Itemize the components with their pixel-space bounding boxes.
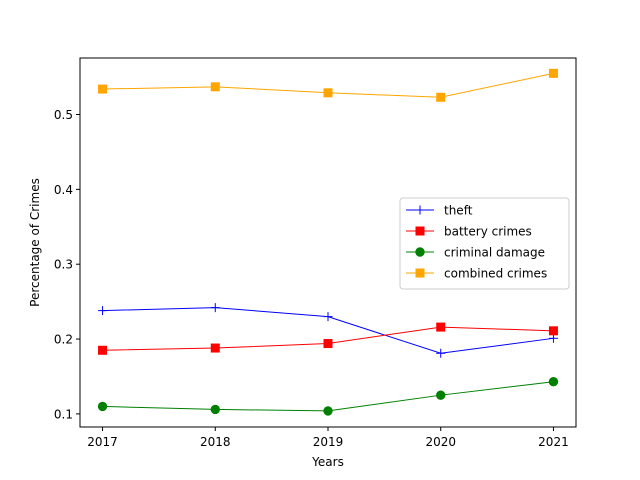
data-point-theft-2018 — [210, 303, 220, 313]
data-point-criminal-damage-2020 — [436, 390, 446, 400]
data-point-criminal-damage-2017 — [97, 401, 108, 412]
data-point-battery-crimes-2018 — [210, 343, 220, 353]
legend-label-criminal-damage: criminal damage — [444, 246, 545, 260]
data-point-combined-crimes-2019 — [323, 88, 333, 98]
x-tick-label: 2018 — [200, 435, 231, 449]
series-layer — [97, 68, 559, 416]
y-tick-label: 0.1 — [54, 407, 73, 421]
data-point-combined-crimes-2021 — [548, 68, 558, 78]
y-axis-title: Percentage of Crimes — [28, 178, 42, 307]
data-point-combined-crimes-2018 — [210, 82, 220, 92]
data-point-theft-2019 — [323, 312, 333, 322]
legend-label-theft: theft — [444, 204, 473, 218]
legend-marker-combined-crimes — [415, 268, 425, 278]
legend-box — [399, 197, 570, 290]
x-tick-label: 2017 — [87, 435, 118, 449]
y-tick-label: 0.3 — [54, 258, 73, 272]
x-tick-label: 2020 — [425, 435, 456, 449]
data-point-battery-crimes-2021 — [548, 326, 558, 336]
x-tick-label: 2019 — [313, 435, 344, 449]
x-tick-label: 2021 — [538, 435, 569, 449]
legend-label-combined-crimes: combined crimes — [444, 267, 547, 281]
data-point-criminal-damage-2021 — [548, 377, 559, 387]
data-point-combined-crimes-2020 — [436, 92, 446, 102]
data-point-criminal-damage-2019 — [323, 406, 333, 416]
legend-marker-battery-crimes — [415, 226, 425, 236]
data-point-theft-2017 — [98, 306, 108, 316]
data-point-criminal-damage-2018 — [210, 404, 220, 415]
data-point-battery-crimes-2019 — [323, 339, 333, 349]
data-point-theft-2020 — [436, 348, 446, 358]
y-tick-label: 0.4 — [54, 183, 73, 197]
legend-marker-theft — [415, 205, 425, 215]
y-tick-label: 0.2 — [54, 333, 73, 347]
axes-layer: 2017 2018 2019 2020 2021 0.1 0.2 0.3 0.4 0.5 — [54, 57, 577, 449]
x-axis-title: Years — [311, 455, 344, 469]
y-tick-label: 0.5 — [54, 108, 73, 122]
legend-label-battery-crimes: battery crimes — [444, 225, 532, 239]
legend: theft battery crimes criminal damage combin… — [399, 197, 570, 290]
legend-marker-criminal-damage — [415, 247, 425, 257]
data-point-battery-crimes-2020 — [436, 322, 446, 332]
data-point-combined-crimes-2017 — [98, 84, 108, 94]
data-point-battery-crimes-2017 — [98, 345, 108, 355]
